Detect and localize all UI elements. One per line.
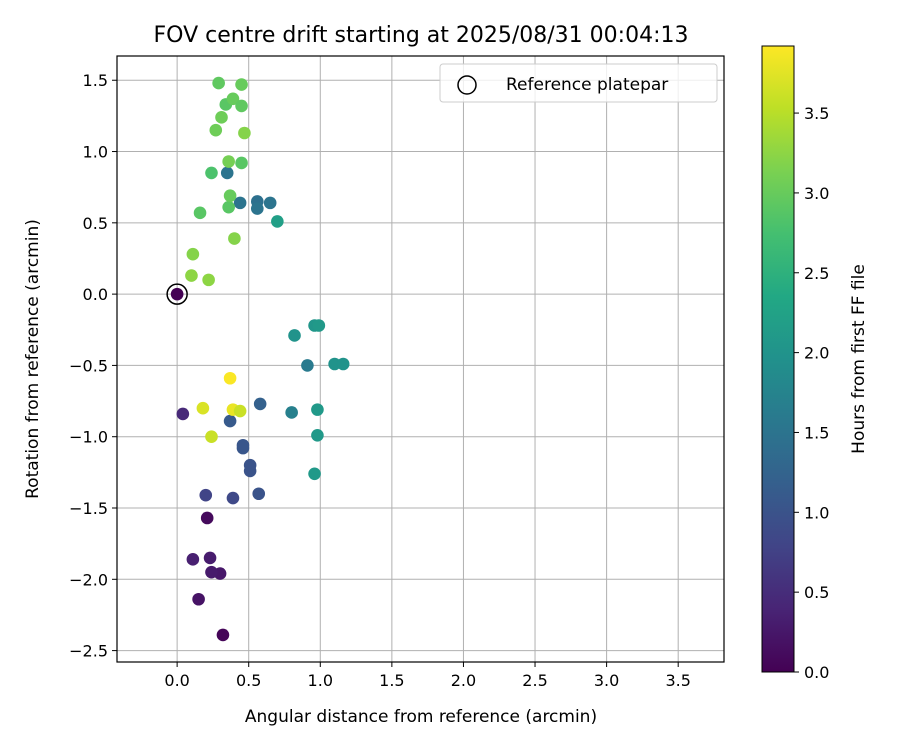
plot-area: [117, 56, 724, 662]
x-tick-label: 3.5: [665, 671, 690, 690]
scatter-point: [209, 123, 223, 137]
scatter-point: [212, 76, 225, 90]
scatter-point: [215, 111, 228, 124]
scatter-point: [222, 155, 235, 168]
scatter-point: [311, 428, 324, 442]
scatter-point: [223, 414, 237, 428]
y-axis-label: Rotation from reference (arcmin): [23, 219, 43, 499]
y-tick-label: 0.5: [83, 214, 108, 233]
scatter-point: [223, 189, 237, 203]
scatter-point: [203, 551, 217, 565]
scatter-point: [233, 404, 247, 418]
scatter-point: [238, 126, 251, 140]
x-axis-label: Angular distance from reference (arcmin): [245, 707, 597, 727]
x-tick-label: 2.0: [451, 671, 476, 690]
scatter-point: [186, 553, 200, 566]
scatter-point: [220, 166, 234, 180]
x-tick-label: 0.5: [236, 671, 261, 690]
y-tick-label: −0.5: [69, 356, 108, 375]
scatter-point: [233, 196, 247, 210]
scatter-point: [236, 438, 250, 452]
scatter-point: [205, 565, 218, 579]
plot-frame: [116, 55, 725, 663]
colorbar: 0.0 0.5 1.0 1.5 2.0 2.5 3.0 3.5 Hours from firs…: [761, 45, 869, 682]
colorbar-ticks: 0.0 0.5 1.0 1.5 2.0 2.5 3.0 3.5: [794, 104, 829, 682]
scatter-point: [199, 488, 213, 502]
scatter-point: [205, 166, 218, 180]
colorbar-tick-label: 3.5: [804, 104, 829, 123]
scatter-point: [185, 269, 198, 282]
scatter-point: [226, 92, 240, 106]
scatter-point: [243, 458, 257, 472]
scatter-point: [235, 156, 248, 170]
x-tick-label: 2.5: [522, 671, 547, 690]
y-axis: −2.5 −2.0 −1.5 −1.0 −0.5 0.0 0.5 1.0 1.5: [69, 71, 117, 661]
scatter-point: [252, 487, 266, 501]
y-tick-label: −1.5: [69, 499, 108, 518]
scatter-points: [170, 76, 350, 642]
x-tick-label: 1.0: [308, 671, 333, 690]
scatter-point: [193, 206, 207, 220]
scatter-point: [223, 371, 237, 385]
scatter-point: [311, 403, 324, 416]
scatter-point: [192, 592, 205, 606]
legend-entry-reference: Reference platepar: [506, 75, 668, 95]
scatter-point: [186, 247, 200, 261]
scatter-point: [228, 232, 241, 245]
colorbar-tick-label: 1.0: [804, 503, 829, 522]
colorbar-label: Hours from first FF file: [849, 264, 869, 454]
scatter-point: [263, 196, 277, 210]
x-axis: 0.0 0.5 1.0 1.5 2.0 2.5 3.0 3.5: [164, 662, 691, 690]
legend-box: [439, 63, 718, 103]
legend-marker-reference: [457, 75, 477, 95]
scatter-point: [235, 99, 248, 113]
colorbar-gradient: [761, 45, 795, 673]
scatter-point: [250, 202, 264, 215]
colorbar-tick-label: 2.5: [804, 264, 829, 283]
colorbar-tick-label: 3.0: [804, 184, 829, 203]
scatter-point: [202, 273, 215, 287]
scatter-point: [222, 200, 235, 214]
x-tick-label: 1.5: [379, 671, 404, 690]
scatter-point: [216, 628, 230, 642]
scatter-point: [176, 407, 190, 421]
scatter-point: [196, 401, 210, 415]
x-tick-label: 3.0: [594, 671, 619, 690]
chart-title: FOV centre drift starting at 2025/08/31 …: [154, 23, 689, 48]
scatter-point: [336, 357, 350, 371]
scatter-point: [205, 430, 218, 444]
scatter-point: [288, 329, 301, 342]
scatter-point: [226, 491, 240, 505]
colorbar-tick-label: 1.5: [804, 423, 829, 442]
scatter-point: [285, 406, 298, 419]
x-tick-label: 0.0: [164, 671, 189, 690]
scatter-point: [308, 467, 321, 481]
legend: Reference platepar: [439, 63, 718, 103]
scatter-point: [301, 359, 314, 372]
y-tick-label: −1.0: [69, 428, 108, 447]
reference-marker: [166, 283, 188, 305]
scatter-point: [312, 319, 326, 332]
y-tick-label: −2.5: [69, 642, 108, 661]
y-tick-label: 0.0: [83, 285, 108, 304]
y-tick-label: −2.0: [69, 570, 108, 589]
scatter-point: [271, 215, 284, 228]
scatter-point: [253, 397, 267, 411]
grid: [117, 56, 724, 662]
scatter-point: [170, 287, 184, 301]
scatter-point: [200, 511, 214, 525]
y-tick-label: 1.0: [83, 143, 108, 162]
reference-point: [166, 283, 188, 305]
y-tick-label: 1.5: [83, 71, 108, 90]
colorbar-tick-label: 0.0: [804, 663, 829, 682]
scatter-point: [235, 78, 248, 91]
colorbar-tick-label: 0.5: [804, 583, 829, 602]
colorbar-tick-label: 2.0: [804, 344, 829, 363]
